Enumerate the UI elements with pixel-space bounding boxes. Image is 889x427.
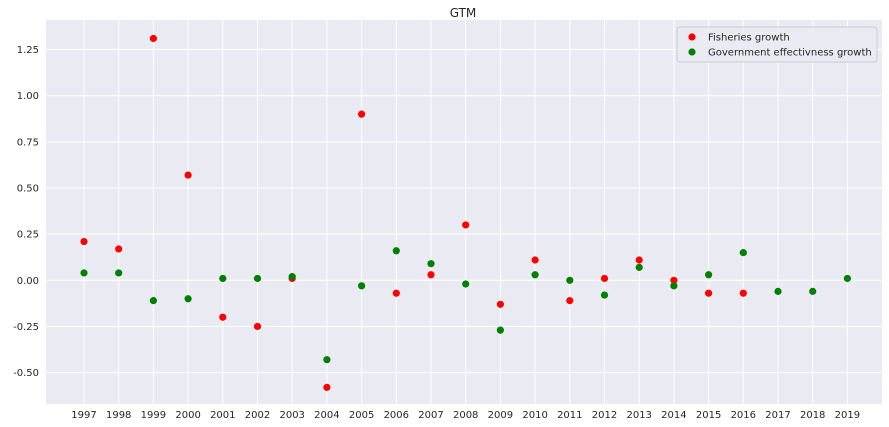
data-point-series-1: [427, 260, 435, 268]
data-point-series-0: [496, 300, 504, 308]
data-point-series-0: [392, 289, 400, 297]
data-point-series-0: [635, 256, 643, 264]
x-tick-label: 1998: [106, 410, 131, 421]
data-point-series-1: [496, 326, 504, 334]
x-tick-label: 2014: [661, 410, 686, 421]
x-axis-ticks: 1997 1998 1999 2000 2001 2002 2003 2004 2005 2006…: [71, 410, 860, 421]
x-tick-label: 2011: [557, 410, 582, 421]
data-point-series-1: [358, 282, 366, 290]
data-point-series-0: [253, 322, 262, 331]
data-point-series-0: [739, 289, 747, 297]
data-point-series-1: [115, 269, 123, 277]
x-tick-label: 2000: [175, 410, 200, 421]
grid-lines: [46, 20, 882, 404]
y-tick-label: -0.25: [13, 322, 39, 333]
x-tick-label: 2003: [279, 410, 304, 421]
x-tick-label: 2013: [626, 410, 651, 421]
x-tick-label: 2004: [314, 410, 339, 421]
x-tick-label: 2001: [210, 410, 235, 421]
x-tick-label: 2015: [696, 410, 721, 421]
data-point-series-1: [149, 297, 157, 305]
x-tick-label: 2019: [835, 410, 860, 421]
x-tick-label: 2007: [418, 410, 443, 421]
legend-box: [676, 26, 878, 63]
x-tick-label: 2006: [384, 410, 409, 421]
data-point-series-0: [462, 221, 470, 229]
y-tick-label: 1.00: [17, 91, 39, 102]
data-point-series-1: [566, 276, 574, 284]
data-point-series-0: [566, 297, 574, 305]
data-point-series-1: [253, 274, 262, 283]
data-point-series-1: [323, 356, 331, 364]
data-point-series-1: [600, 291, 609, 299]
x-tick-label: 2017: [765, 410, 790, 421]
legend-label: Government effectivness growth: [708, 48, 872, 59]
data-point-series-1: [531, 271, 539, 279]
data-point-series-0: [531, 256, 539, 264]
data-point-series-1: [184, 295, 192, 303]
data-point-series-1: [392, 247, 400, 255]
data-point-series-1: [809, 287, 817, 295]
x-tick-label: 2009: [488, 410, 513, 421]
y-tick-label: 0.00: [17, 276, 39, 287]
legend: Fisheries growth Government effectivness …: [676, 26, 878, 63]
data-point-series-0: [358, 110, 366, 118]
x-tick-label: 2005: [349, 410, 374, 421]
plot-area: [46, 20, 882, 404]
x-tick-label: 2010: [522, 410, 547, 421]
legend-marker: [688, 33, 696, 41]
y-tick-label: 0.75: [17, 137, 39, 148]
data-point-series-1: [705, 271, 713, 279]
x-tick-label: 2012: [592, 410, 617, 421]
y-tick-label: 1.25: [17, 45, 39, 56]
data-point-series-1: [288, 273, 296, 281]
x-tick-label: 2002: [245, 410, 270, 421]
data-point-series-1: [774, 287, 782, 295]
y-axis-ticks: -0.50 -0.25 0.00 0.25 0.50 0.75 1.00 1.25: [13, 45, 39, 379]
data-point-series-1: [462, 280, 470, 288]
legend-marker: [688, 48, 696, 56]
data-point-series-0: [705, 289, 713, 297]
y-tick-label: -0.50: [13, 368, 39, 379]
y-tick-label: 0.25: [17, 230, 39, 241]
data-point-series-1: [843, 274, 852, 283]
data-point-series-0: [323, 383, 331, 391]
data-point-series-0: [184, 171, 192, 179]
data-points: [80, 34, 852, 391]
data-point-series-0: [149, 34, 157, 43]
data-point-series-0: [219, 313, 227, 321]
x-tick-label: 1997: [71, 410, 96, 421]
data-point-series-0: [427, 271, 435, 279]
data-point-series-0: [80, 237, 88, 246]
chart-title: GTM: [450, 6, 477, 20]
x-tick-label: 2016: [731, 410, 756, 421]
x-tick-label: 1999: [141, 410, 166, 421]
y-tick-label: 0.50: [17, 184, 39, 195]
x-tick-label: 2018: [800, 410, 825, 421]
legend-label: Fisheries growth: [708, 33, 790, 44]
data-point-series-1: [219, 274, 227, 283]
data-point-series-1: [80, 269, 88, 277]
data-point-series-1: [635, 263, 643, 271]
x-tick-label: 2008: [453, 410, 478, 421]
data-point-series-0: [115, 245, 123, 253]
data-point-series-0: [600, 274, 609, 283]
data-point-series-0: [670, 276, 678, 284]
data-point-series-1: [739, 249, 747, 257]
data-point-series-1: [670, 282, 678, 290]
